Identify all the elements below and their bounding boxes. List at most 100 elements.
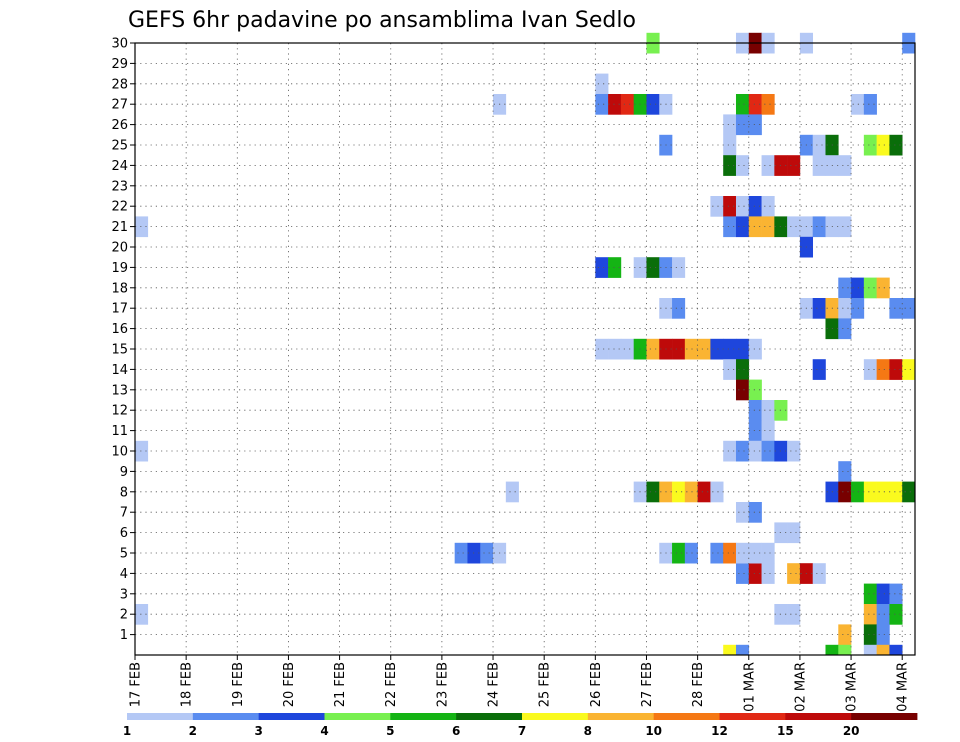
- heatmap-cell: [863, 277, 877, 299]
- y-tick-label: 1: [120, 628, 128, 643]
- heatmap-cell: [876, 359, 890, 380]
- y-tick-label: 12: [111, 404, 128, 419]
- heatmap-cell: [454, 542, 468, 564]
- heatmap-cell: [838, 481, 852, 503]
- heatmap-cell: [889, 604, 903, 625]
- heatmap-cell: [761, 94, 775, 115]
- y-tick-label: 26: [111, 118, 128, 133]
- heatmap-cell: [838, 624, 852, 646]
- legend-swatch: [456, 713, 523, 720]
- heatmap-cell: [876, 481, 890, 503]
- heatmap-cell: [505, 481, 519, 503]
- heatmap-cell: [902, 298, 916, 319]
- heatmap-cell: [863, 604, 877, 625]
- heatmap-cell: [620, 338, 634, 360]
- legend-swatch: [192, 713, 260, 720]
- legend-label: 6: [452, 724, 460, 738]
- heatmap-cell: [697, 338, 711, 360]
- heatmap-cell: [761, 196, 775, 217]
- heatmap-cell: [595, 257, 609, 278]
- heatmap-cell: [761, 400, 775, 421]
- heatmap-cell: [735, 216, 750, 238]
- heatmap-cell: [723, 440, 737, 462]
- heatmap-cell: [748, 400, 762, 421]
- heatmap-cell: [595, 73, 609, 95]
- heatmap-cell: [735, 379, 750, 401]
- heatmap-cell: [787, 155, 801, 176]
- legend-swatch: [851, 713, 918, 720]
- heatmap-cell: [812, 216, 826, 238]
- heatmap-cell: [851, 481, 865, 503]
- heatmap-cell: [735, 114, 750, 136]
- y-tick-label: 11: [111, 424, 128, 439]
- heatmap-cell: [723, 644, 737, 655]
- heatmap-cell: [838, 155, 852, 176]
- heatmap-cell: [595, 94, 609, 115]
- heatmap-cell: [876, 277, 890, 299]
- heatmap-cell: [620, 94, 634, 115]
- heatmap-cell: [812, 298, 826, 319]
- y-tick-label: 13: [111, 383, 128, 398]
- heatmap-cell: [646, 257, 660, 278]
- x-tick-label: 17 FEB: [129, 662, 144, 707]
- heatmap-cell: [480, 542, 494, 564]
- heatmap-cell: [761, 216, 775, 238]
- chart-title: GEFS 6hr padavine po ansamblima Ivan Sed…: [128, 8, 636, 33]
- heatmap-cell: [863, 134, 877, 156]
- heatmap-cell: [672, 298, 686, 319]
- heatmap-cell: [735, 196, 750, 217]
- heatmap-cell: [761, 542, 775, 564]
- x-tick-label: 02 MAR: [793, 662, 808, 712]
- y-tick-label: 5: [120, 547, 128, 562]
- y-tick-label: 25: [111, 139, 128, 154]
- legend-swatch: [719, 713, 786, 720]
- legend-swatch: [258, 713, 325, 720]
- heatmap-cell: [851, 277, 865, 299]
- heatmap-cell: [876, 134, 890, 156]
- heatmap-cell: [761, 440, 775, 462]
- heatmap-cell: [863, 583, 877, 605]
- y-tick-label: 19: [111, 261, 128, 276]
- heatmap-cell: [735, 94, 750, 115]
- heatmap-cell: [863, 94, 877, 115]
- heatmap-cell: [697, 481, 711, 503]
- x-tick-label: 03 MAR: [845, 662, 860, 712]
- x-tick-label: 22 FEB: [384, 662, 399, 707]
- heatmap-cell: [748, 114, 762, 136]
- legend-swatch: [785, 713, 852, 720]
- x-tick-label: 26 FEB: [589, 662, 604, 707]
- y-tick-label: 8: [120, 485, 128, 500]
- heatmap-cell: [723, 359, 737, 380]
- legend-label: 7: [518, 724, 526, 738]
- heatmap-cell: [672, 542, 686, 564]
- y-tick-label: 17: [111, 302, 128, 317]
- heatmap-cell: [672, 257, 686, 278]
- heatmap-cell: [735, 563, 750, 584]
- heatmap-cell: [838, 298, 852, 319]
- heatmap-cell: [876, 624, 890, 646]
- legend-label: 8: [584, 724, 592, 738]
- heatmap-cell: [889, 644, 903, 655]
- heatmap-cell: [787, 440, 801, 462]
- heatmap-cell: [902, 359, 916, 380]
- heatmap-cell: [672, 481, 686, 503]
- heatmap-cell: [889, 298, 903, 319]
- heatmap-cell: [710, 338, 724, 360]
- heatmap-cell: [135, 216, 149, 238]
- heatmap-cell: [723, 114, 737, 136]
- legend-label: 2: [189, 724, 197, 738]
- y-tick-label: 24: [111, 159, 128, 174]
- legend-label: 5: [386, 724, 394, 738]
- x-tick-label: 25 FEB: [538, 662, 553, 707]
- y-axis: 1234567891011121314151617181920212223242…: [111, 37, 135, 643]
- heatmap-cell: [812, 359, 826, 380]
- heatmap-cell: [863, 359, 877, 380]
- heatmap-cell: [838, 644, 852, 655]
- heatmap-cell: [723, 338, 737, 360]
- y-tick-label: 3: [120, 587, 128, 602]
- y-tick-label: 20: [111, 241, 128, 256]
- heatmap-cell: [825, 644, 839, 655]
- heatmap-cell: [735, 155, 750, 176]
- legend-label: 15: [777, 724, 794, 738]
- x-tick-label: 28 FEB: [691, 662, 706, 707]
